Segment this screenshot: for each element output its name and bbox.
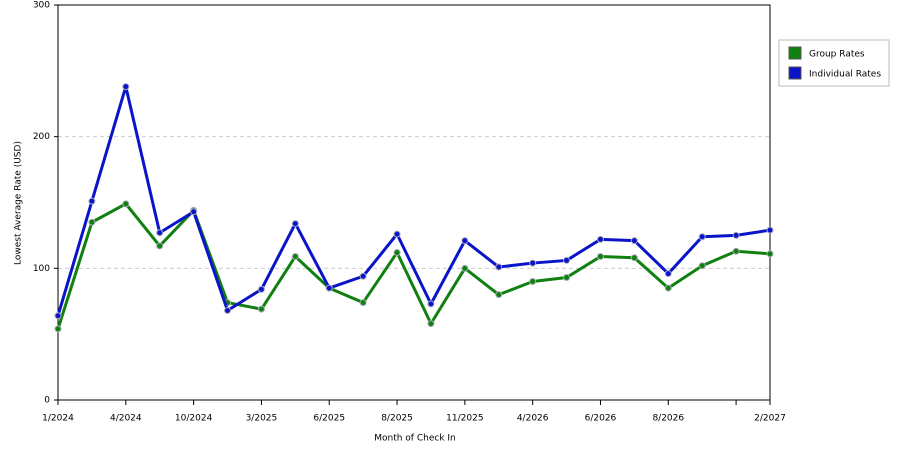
point — [461, 264, 469, 272]
x-tick-label: 4/2024 — [110, 414, 142, 424]
point — [427, 320, 435, 328]
point — [563, 256, 571, 264]
point — [359, 299, 367, 307]
legend-label: Group Rates — [809, 50, 865, 60]
x-axis-label: Month of Check In — [374, 434, 456, 444]
point — [529, 278, 537, 285]
x-tick-label: 8/2026 — [652, 414, 684, 424]
point — [732, 247, 740, 255]
point — [529, 259, 537, 267]
x-tick-label: 11/2025 — [446, 414, 483, 424]
point — [88, 197, 96, 205]
x-tick-label: 8/2025 — [381, 414, 413, 424]
legend-label: Individual Rates — [809, 70, 881, 80]
point — [563, 274, 571, 282]
point — [156, 229, 164, 237]
point — [257, 305, 265, 313]
point — [190, 208, 198, 216]
point — [427, 300, 435, 308]
series-line — [56, 85, 771, 317]
x-tick-label: 4/2026 — [517, 414, 549, 424]
point — [596, 235, 604, 243]
point — [88, 218, 96, 226]
y-tick-label: 0 — [44, 396, 50, 406]
y-tick-label: 300 — [33, 1, 50, 11]
x-tick-label: 10/2024 — [175, 414, 213, 424]
point — [766, 226, 774, 234]
point — [495, 263, 503, 271]
point — [664, 284, 672, 292]
point — [495, 291, 503, 299]
point — [630, 254, 638, 262]
point — [257, 285, 265, 293]
point — [664, 270, 672, 278]
point — [461, 237, 469, 245]
series-line — [56, 202, 771, 330]
x-tick-label: 1/2024 — [42, 414, 74, 424]
point — [54, 312, 62, 320]
x-tick-label: 3/2025 — [246, 414, 278, 424]
point — [291, 220, 299, 228]
point — [698, 262, 706, 270]
x-tick-label: 6/2026 — [585, 414, 617, 424]
y-axis-label: Lowest Average Rate (USD) — [14, 141, 24, 265]
point — [630, 237, 638, 245]
point — [393, 230, 401, 238]
legend-swatch — [788, 46, 802, 60]
plot-frame — [57, 4, 771, 401]
point — [54, 325, 62, 333]
point — [698, 233, 706, 241]
point — [393, 249, 401, 257]
y-tick-label: 200 — [33, 132, 50, 142]
point — [122, 83, 130, 91]
legend-swatch — [788, 66, 802, 80]
point — [596, 252, 604, 260]
point — [122, 200, 130, 208]
point — [359, 272, 367, 280]
point — [291, 252, 299, 260]
x-tick-label: 2/2027 — [754, 414, 786, 424]
y-tick-label: 100 — [33, 264, 50, 274]
point — [766, 250, 774, 258]
point — [325, 284, 333, 292]
point — [156, 242, 164, 250]
point — [732, 231, 740, 239]
x-tick-label: 6/2025 — [313, 414, 345, 424]
point — [224, 306, 232, 314]
